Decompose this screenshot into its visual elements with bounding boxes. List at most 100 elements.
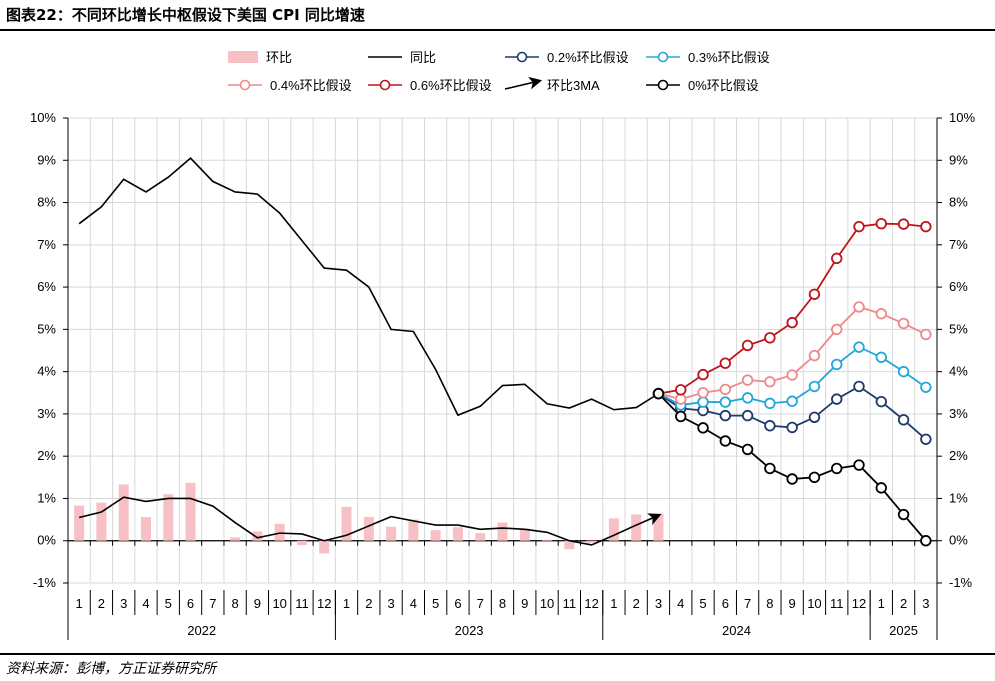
mom-bar [586,540,597,543]
x-month-label: 8 [231,596,238,611]
y-tick-label-left: 8% [37,195,56,210]
y-tick-label-right: 5% [949,321,968,336]
legend-label: 0.6%环比假设 [410,78,492,93]
x-month-label: 10 [272,596,286,611]
scenario-point [697,368,709,381]
scenario-point [808,471,821,484]
x-month-label: 6 [722,596,729,611]
x-month-label: 12 [317,596,331,611]
x-month-label: 9 [789,596,796,611]
mom-bar [185,482,196,541]
mom-bar [452,527,463,541]
x-month-label: 8 [766,596,773,611]
scenario-point [741,392,754,404]
x-month-label: 10 [540,596,554,611]
mom-bar [74,505,85,541]
scenario-point [764,462,776,475]
scenario-point [920,535,932,547]
legend-swatch-marker [239,79,251,91]
x-month-label: 1 [878,596,885,611]
x-month-label: 9 [521,596,528,611]
scenario-point [741,409,754,422]
x-month-label: 3 [655,596,662,611]
title-divider [0,29,995,31]
x-month-label: 5 [165,596,172,611]
scenario-point [786,369,798,381]
x-year-label: 2023 [455,623,484,638]
x-month-label: 1 [343,596,350,611]
scenario-point [875,308,887,320]
mom-bar [564,540,575,550]
scenario-point [831,252,843,265]
scenario-point [786,473,798,485]
source-divider [0,653,995,655]
y-tick-label-right: 10% [949,110,975,125]
scenario-point [741,339,754,352]
y-tick-label-left: 4% [37,364,56,379]
mom-bar [118,484,129,541]
scenario-point [875,482,887,494]
x-month-label: 3 [120,596,127,611]
y-tick-label-right: 8% [949,195,968,210]
scenario-point [853,459,865,471]
x-month-label: 6 [187,596,194,611]
x-month-label: 3 [387,596,394,611]
mom-bar [319,540,330,554]
scenario-point [786,421,798,434]
mom-bar [96,502,107,541]
scenario-point [920,220,932,233]
mom-bar [608,518,619,541]
legend-swatch-marker [657,79,669,91]
scenario-point [897,218,910,230]
mom-bar [475,533,486,541]
x-month-label: 2 [633,596,640,611]
y-tick-label-left: 0% [37,533,56,548]
y-tick-label-left: 3% [37,406,56,421]
scenario-point [920,328,932,341]
x-month-label: 1 [610,596,617,611]
mom-bar [497,522,508,541]
scenario-point [853,341,865,353]
scenario-point [875,395,887,408]
source-note: 资料来源：彭博，方正证券研究所 [6,661,216,677]
mom-bar [653,513,664,541]
x-month-label: 1 [76,596,83,611]
y-tick-label-right: 4% [949,364,968,379]
scenario-point [764,332,776,344]
legend-label: 环比 [266,50,292,65]
x-month-label: 7 [744,596,751,611]
x-month-label: 8 [499,596,506,611]
legend-label: 同比 [410,50,436,65]
x-month-label: 9 [254,596,261,611]
x-month-label: 3 [922,596,929,611]
scenario-point [764,420,776,432]
x-month-label: 12 [852,596,866,611]
scenario-point [853,220,865,233]
scenario-line [658,222,926,395]
mom-bar [408,519,419,541]
legend-swatch-3ma [504,76,543,90]
x-month-label: 11 [295,596,309,611]
y-tick-label-right: 9% [949,152,968,167]
y-tick-label-right: 2% [949,448,968,463]
x-month-label: 5 [432,596,439,611]
x-month-label: 4 [677,596,684,611]
mom-bar [386,526,397,541]
scenario-point [764,376,776,388]
y-tick-label-right: 7% [949,237,968,252]
x-month-label: 7 [477,596,484,611]
mom-bar [140,517,151,541]
scenario-point [675,393,687,405]
scenario-point [786,395,798,407]
scenario-point [652,387,665,400]
scenario-point [697,387,709,399]
x-month-label: 11 [563,596,577,611]
legend-swatch-marker [516,51,528,63]
y-tick-label-right: 6% [949,279,968,294]
scenario-point [875,217,887,230]
x-month-label: 4 [410,596,417,611]
x-year-label: 2025 [889,623,918,638]
x-year-label: 2024 [722,623,751,638]
y-tick-label-right: 1% [949,490,968,505]
